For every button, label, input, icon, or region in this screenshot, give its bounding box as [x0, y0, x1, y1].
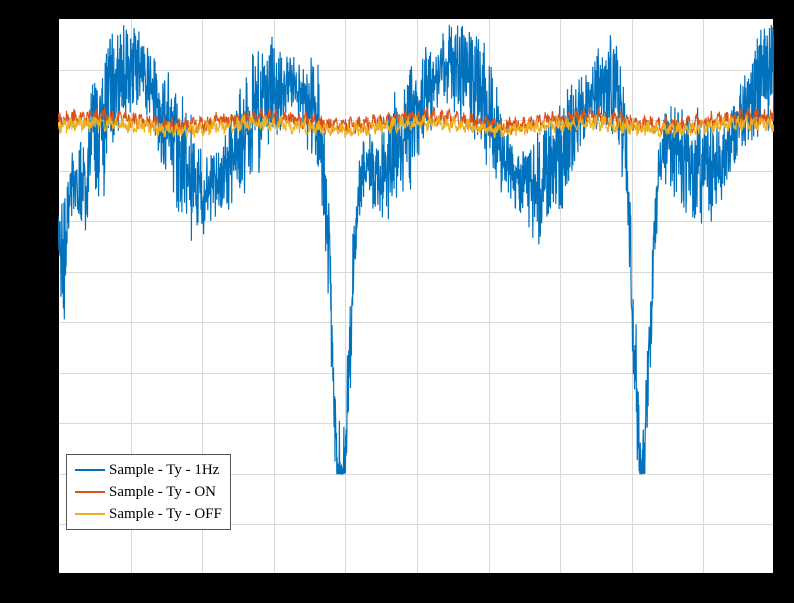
legend-label-2: Sample - Ty - OFF [109, 506, 222, 523]
legend-swatch-1 [75, 491, 105, 493]
legend-item-0: Sample - Ty - 1Hz [75, 459, 222, 481]
series-1hz [58, 25, 774, 474]
legend-item-2: Sample - Ty - OFF [75, 503, 222, 525]
legend-label-1: Sample - Ty - ON [109, 484, 216, 501]
legend-swatch-2 [75, 513, 105, 515]
legend-box: Sample - Ty - 1Hz Sample - Ty - ON Sampl… [66, 454, 231, 530]
legend-item-1: Sample - Ty - ON [75, 481, 222, 503]
legend-swatch-0 [75, 469, 105, 471]
legend-label-0: Sample - Ty - 1Hz [109, 462, 219, 479]
